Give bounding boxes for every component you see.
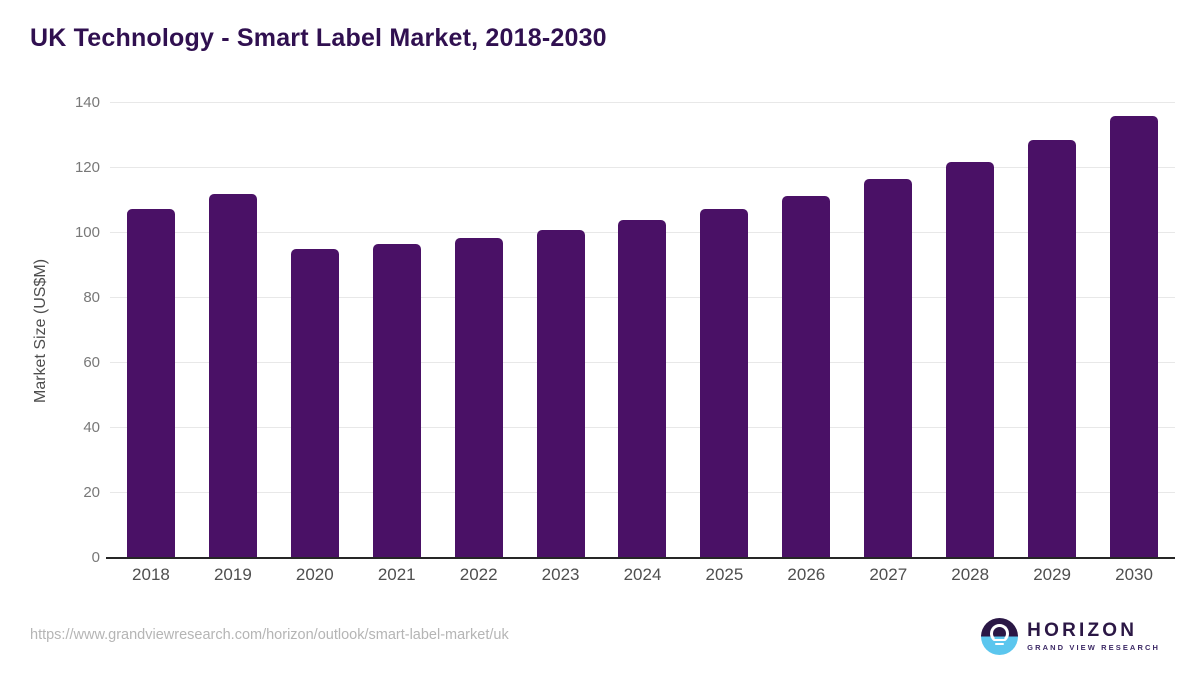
- bar-slot: [847, 103, 929, 558]
- bar-slot: [683, 103, 765, 558]
- x-tick-label: 2020: [295, 565, 334, 584]
- bar-2022: [454, 237, 503, 558]
- horizon-logo: HORIZON GRAND VIEW RESEARCH: [981, 618, 1160, 655]
- x-tick-label: 2026: [787, 565, 826, 584]
- bar-slot: [192, 103, 274, 558]
- bar-slot: [438, 103, 520, 558]
- y-tick-label: 140: [74, 94, 100, 111]
- x-tick-label: 2018: [132, 565, 170, 584]
- bar-2024: [618, 220, 667, 558]
- wave-line: [995, 642, 1005, 645]
- x-axis-labels: 2018 2019 2020 2021 2022 2023 2024 2025 2026 2027…: [110, 565, 1175, 585]
- x-tick-label: 2027: [869, 565, 908, 584]
- y-tick-label: 60: [83, 354, 100, 371]
- bar-2030: [1110, 116, 1159, 558]
- bar-2025: [700, 208, 749, 558]
- bar-slot: [602, 103, 684, 558]
- bar-2019: [208, 194, 257, 558]
- bar-2028: [946, 161, 995, 558]
- gridline: [110, 167, 1175, 168]
- bar-2021: [372, 244, 421, 558]
- bar-slot: [520, 103, 602, 558]
- x-tick-label: 2024: [623, 565, 662, 584]
- plot-area: [106, 102, 1175, 559]
- horizon-logo-text: HORIZON GRAND VIEW RESEARCH: [1027, 620, 1160, 653]
- bar-2029: [1028, 140, 1077, 558]
- x-tick-label: 2030: [1115, 565, 1153, 584]
- x-tick-label: 2025: [705, 565, 744, 584]
- x-tick-label: 2019: [213, 565, 252, 584]
- x-tick-label: 2029: [1033, 565, 1072, 584]
- bar-2023: [536, 229, 585, 558]
- x-tick-label: 2021: [377, 565, 416, 584]
- wave-line: [993, 638, 1007, 641]
- y-tick-label: 80: [83, 289, 100, 306]
- y-tick-label: 100: [74, 224, 100, 241]
- y-tick-label: 0: [91, 549, 100, 566]
- bar-slot: [1011, 103, 1093, 558]
- bar-slot: [765, 103, 847, 558]
- logo-name: HORIZON: [1027, 620, 1138, 641]
- bar-slot: [929, 103, 1011, 558]
- y-tick-label: 120: [74, 159, 100, 176]
- x-tick-label: 2022: [459, 565, 498, 584]
- bars: [110, 103, 1175, 558]
- bar-2026: [782, 195, 831, 558]
- gridline: [110, 102, 1175, 103]
- y-tick-label: 40: [83, 419, 100, 436]
- x-axis-line: [106, 557, 1175, 559]
- sun-icon: [990, 624, 1010, 643]
- logo-subtitle: GRAND VIEW RESEARCH: [1027, 643, 1160, 652]
- chart-title: UK Technology - Smart Label Market, 2018…: [30, 24, 607, 52]
- source-url: https://www.grandviewresearch.com/horizo…: [30, 627, 509, 643]
- x-tick-label: 2023: [541, 565, 580, 584]
- bar-slot: [1093, 103, 1175, 558]
- x-tick-label: 2028: [951, 565, 990, 584]
- bar-slot: [356, 103, 438, 558]
- bar-2020: [290, 249, 339, 558]
- bar-2027: [864, 179, 913, 558]
- bar-slot: [110, 103, 192, 558]
- y-tick-label: 20: [83, 484, 100, 501]
- horizon-logo-icon: [981, 618, 1019, 655]
- bar-slot: [274, 103, 356, 558]
- bar-2018: [126, 208, 175, 558]
